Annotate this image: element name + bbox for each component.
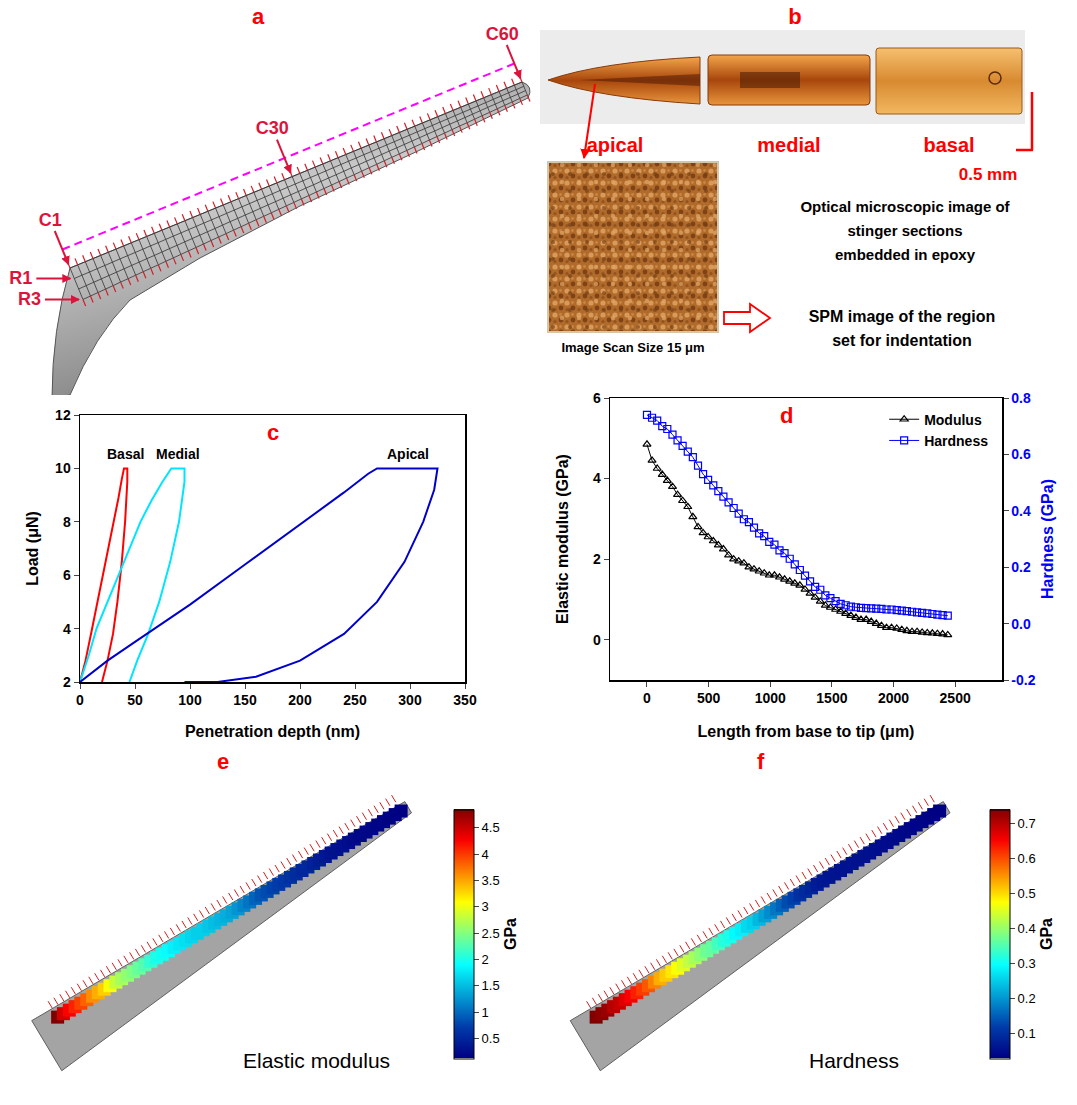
svg-text:0.7: 0.7 <box>1018 816 1036 831</box>
svg-text:500: 500 <box>697 690 721 706</box>
svg-text:Length from base to tip (μm): Length from base to tip (μm) <box>698 723 915 740</box>
svg-text:0.6: 0.6 <box>1011 446 1031 462</box>
svg-text:Penetration depth (nm): Penetration depth (nm) <box>185 723 360 740</box>
svg-text:e: e <box>217 749 229 774</box>
svg-text:0.5: 0.5 <box>482 1031 500 1046</box>
svg-text:-0.2: -0.2 <box>1011 672 1035 688</box>
svg-text:Medial: Medial <box>156 446 200 462</box>
svg-text:0.2: 0.2 <box>1018 991 1036 1006</box>
svg-text:4.5: 4.5 <box>482 820 500 835</box>
svg-text:C1: C1 <box>39 210 62 230</box>
svg-text:R1: R1 <box>9 268 32 288</box>
svg-text:Load (μN): Load (μN) <box>24 511 41 586</box>
svg-text:stinger sections: stinger sections <box>847 222 962 239</box>
svg-text:3: 3 <box>482 899 489 914</box>
svg-text:6: 6 <box>593 390 601 406</box>
svg-text:apical: apical <box>587 134 644 156</box>
svg-text:0.6: 0.6 <box>1018 851 1036 866</box>
svg-text:2: 2 <box>482 952 489 967</box>
svg-text:Hardness (GPa): Hardness (GPa) <box>1039 479 1056 599</box>
svg-text:Elastic modulus: Elastic modulus <box>243 1049 390 1072</box>
svg-text:4: 4 <box>63 621 71 637</box>
svg-text:2: 2 <box>63 674 71 690</box>
svg-text:6: 6 <box>63 567 71 583</box>
svg-text:0.3: 0.3 <box>1018 956 1036 971</box>
svg-text:0: 0 <box>593 632 601 648</box>
svg-text:set for indentation: set for indentation <box>832 332 972 349</box>
svg-text:0: 0 <box>76 692 84 708</box>
svg-text:0.4: 0.4 <box>1011 503 1031 519</box>
svg-text:2500: 2500 <box>940 690 971 706</box>
svg-text:b: b <box>788 4 801 29</box>
svg-text:350: 350 <box>453 692 477 708</box>
svg-text:4: 4 <box>482 847 489 862</box>
svg-text:C30: C30 <box>256 118 289 138</box>
svg-text:0.1: 0.1 <box>1018 1026 1036 1041</box>
svg-text:1500: 1500 <box>816 690 847 706</box>
svg-text:Modulus: Modulus <box>924 412 982 428</box>
svg-text:Hardness: Hardness <box>809 1049 899 1072</box>
svg-text:1: 1 <box>482 1005 489 1020</box>
svg-text:150: 150 <box>233 692 257 708</box>
svg-text:2.5: 2.5 <box>482 926 500 941</box>
svg-text:C60: C60 <box>486 24 519 44</box>
svg-text:300: 300 <box>398 692 422 708</box>
svg-text:Optical microscopic image of: Optical microscopic image of <box>800 198 1010 215</box>
svg-text:0.2: 0.2 <box>1011 559 1031 575</box>
svg-text:medial: medial <box>757 134 820 156</box>
svg-text:Elastic modulus (GPa): Elastic modulus (GPa) <box>554 454 571 624</box>
svg-text:f: f <box>757 749 765 774</box>
svg-text:d: d <box>780 403 793 428</box>
svg-text:100: 100 <box>178 692 202 708</box>
svg-text:embedded in epoxy: embedded in epoxy <box>835 246 976 263</box>
svg-text:2000: 2000 <box>878 690 909 706</box>
svg-text:12: 12 <box>55 407 71 423</box>
svg-text:10: 10 <box>55 460 71 476</box>
svg-text:Apical: Apical <box>387 446 429 462</box>
svg-text:SPM image of the region: SPM image of the region <box>809 308 996 325</box>
svg-text:Hardness: Hardness <box>924 433 988 449</box>
svg-text:R3: R3 <box>18 289 41 309</box>
svg-text:c: c <box>267 420 279 445</box>
svg-text:basal: basal <box>923 134 974 156</box>
svg-text:1000: 1000 <box>755 690 786 706</box>
svg-text:Basal: Basal <box>107 446 144 462</box>
svg-text:0: 0 <box>643 690 651 706</box>
svg-text:0.0: 0.0 <box>1011 616 1031 632</box>
svg-text:a: a <box>252 4 265 29</box>
svg-text:Image Scan Size 15 μm: Image Scan Size 15 μm <box>561 340 704 355</box>
svg-text:0.8: 0.8 <box>1011 390 1031 406</box>
svg-text:250: 250 <box>343 692 367 708</box>
svg-text:0.4: 0.4 <box>1018 921 1036 936</box>
svg-text:4: 4 <box>593 470 601 486</box>
svg-text:8: 8 <box>63 514 71 530</box>
svg-text:GPa: GPa <box>1038 918 1055 950</box>
svg-text:3.5: 3.5 <box>482 873 500 888</box>
svg-text:1.5: 1.5 <box>482 978 500 993</box>
svg-text:GPa: GPa <box>502 918 519 950</box>
svg-text:200: 200 <box>288 692 312 708</box>
svg-text:50: 50 <box>127 692 143 708</box>
svg-text:0.5: 0.5 <box>1018 886 1036 901</box>
svg-text:0.5 mm: 0.5 mm <box>959 165 1018 184</box>
svg-text:2: 2 <box>593 551 601 567</box>
